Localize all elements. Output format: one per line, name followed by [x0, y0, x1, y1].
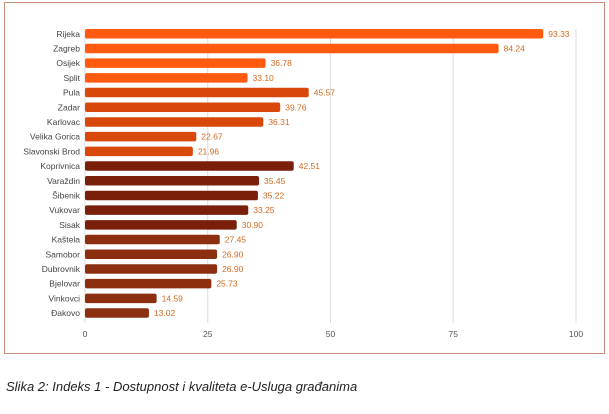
- value-label: 36.78: [271, 58, 293, 68]
- category-label: Bjelovar: [49, 279, 80, 289]
- value-label: 21.96: [198, 146, 220, 156]
- bar: [85, 131, 197, 142]
- x-tick-label: 100: [569, 329, 583, 339]
- value-label: 26.90: [222, 264, 244, 274]
- category-label: Samobor: [46, 249, 81, 259]
- bar: [85, 293, 157, 304]
- value-label: 22.67: [201, 132, 223, 142]
- value-label: 84.24: [504, 43, 526, 53]
- bar: [85, 234, 220, 245]
- bar: [85, 146, 193, 157]
- bar: [85, 117, 264, 127]
- category-label: Velika Gorica: [30, 132, 80, 142]
- value-label: 93.33: [548, 29, 570, 39]
- bar: [85, 249, 218, 259]
- x-tick-label: 50: [326, 329, 336, 339]
- bar: [85, 29, 544, 39]
- value-label: 33.25: [253, 205, 275, 215]
- category-label: Osijek: [56, 58, 80, 68]
- value-label: 42.51: [299, 161, 321, 171]
- category-label: Pula: [63, 88, 80, 98]
- figure-caption: Slika 2: Indeks 1 - Dostupnost i kvalite…: [6, 379, 358, 394]
- category-label: Dubrovnik: [42, 264, 81, 274]
- bar: [85, 87, 309, 98]
- value-label: 13.02: [154, 308, 176, 318]
- x-tick-label: 25: [203, 329, 213, 339]
- x-tick-label: 75: [449, 329, 459, 339]
- value-label: 45.57: [314, 88, 336, 98]
- value-label: 25.73: [216, 279, 238, 289]
- bar: [85, 190, 258, 201]
- category-label: Slavonski Brod: [23, 146, 80, 156]
- bar: [85, 264, 218, 274]
- category-label: Đakovo: [51, 308, 80, 318]
- value-label: 39.76: [285, 102, 307, 112]
- value-label: 30.90: [242, 220, 264, 230]
- category-label: Kaštela: [52, 235, 81, 245]
- value-label: 36.31: [268, 117, 290, 127]
- bar: [85, 58, 266, 68]
- bar: [85, 73, 248, 83]
- bar: [85, 176, 260, 186]
- category-label: Varaždin: [47, 176, 80, 186]
- bar-chart: 0 25 50 75 100 Rijeka 93.33 Zagreb 84.24 Osijek 36…: [23, 29, 583, 339]
- value-label: 35.22: [263, 190, 285, 200]
- bar: [85, 278, 212, 289]
- category-label: Sisak: [59, 220, 81, 230]
- value-label: 27.45: [225, 235, 247, 245]
- category-label: Split: [63, 73, 80, 83]
- category-label: Zagreb: [53, 43, 80, 53]
- value-label: 33.10: [253, 73, 275, 83]
- bar: [85, 43, 499, 54]
- bar: [85, 308, 149, 318]
- value-label: 14.59: [162, 293, 184, 303]
- bar: [85, 220, 237, 230]
- category-label: Vukovar: [49, 205, 80, 215]
- value-label: 35.45: [264, 176, 286, 186]
- category-label: Rijeka: [56, 29, 80, 39]
- x-tick-label: 0: [83, 329, 88, 339]
- value-label: 26.90: [222, 249, 244, 259]
- category-label: Šibenik: [52, 190, 81, 200]
- bar: [85, 205, 249, 215]
- bar: [85, 161, 294, 171]
- bar: [85, 102, 281, 112]
- category-label: Koprivnica: [40, 161, 80, 171]
- category-label: Zadar: [58, 102, 80, 112]
- chart-frame: 0 25 50 75 100 Rijeka 93.33 Zagreb 84.24 Osijek 36…: [4, 2, 605, 354]
- category-label: Vinkovci: [49, 293, 81, 303]
- category-label: Karlovac: [47, 117, 81, 127]
